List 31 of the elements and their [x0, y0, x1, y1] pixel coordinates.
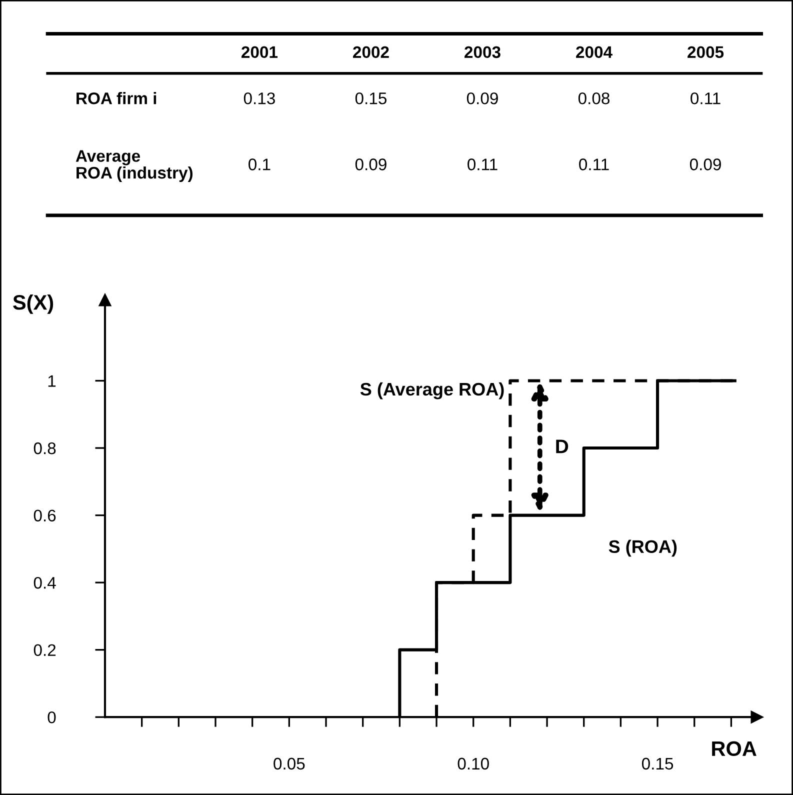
x-tick-label: 0.05: [274, 758, 305, 770]
y-tick-label: 0.8: [34, 442, 56, 454]
y-tick-label: ROA firm i: [76, 92, 156, 104]
data-label: 0.09: [690, 158, 721, 170]
y-tick-label: Average ROA (industry): [76, 150, 193, 182]
x-tick-label: 2005: [688, 46, 724, 58]
data-label: 0.11: [468, 158, 498, 170]
x-axis-title: ROA: [712, 741, 756, 756]
y-tick-label: 0.6: [34, 510, 56, 522]
data-label: 0.11: [690, 92, 720, 104]
x-tick-label: 0.15: [642, 758, 674, 770]
data-label: 0.09: [355, 158, 386, 170]
series-label: S (ROA): [608, 540, 677, 557]
y-tick-label: 0.4: [34, 576, 56, 589]
x-tick-label: 0.10: [458, 758, 489, 770]
y-axis-title: S(X): [13, 294, 54, 314]
data-label: 0.11: [579, 158, 609, 170]
legend-label: S (Average ROA): [360, 382, 504, 400]
x-tick-label: 2003: [464, 46, 500, 58]
y-tick-label: 0: [48, 711, 56, 724]
x-tick-label: 2001: [242, 46, 278, 58]
data-label: 0.15: [355, 92, 386, 104]
y-tick-label: 0.2: [34, 644, 56, 656]
x-tick-label: 2002: [353, 46, 389, 58]
data-label: 0.08: [578, 92, 610, 104]
y-tick-label: 1: [48, 375, 56, 387]
x-tick-label: 2004: [576, 46, 612, 58]
data-label: 0.13: [244, 92, 275, 104]
data-label: 0.09: [466, 92, 498, 104]
data-label: 0.1: [248, 158, 270, 170]
annotation: D: [556, 440, 568, 454]
